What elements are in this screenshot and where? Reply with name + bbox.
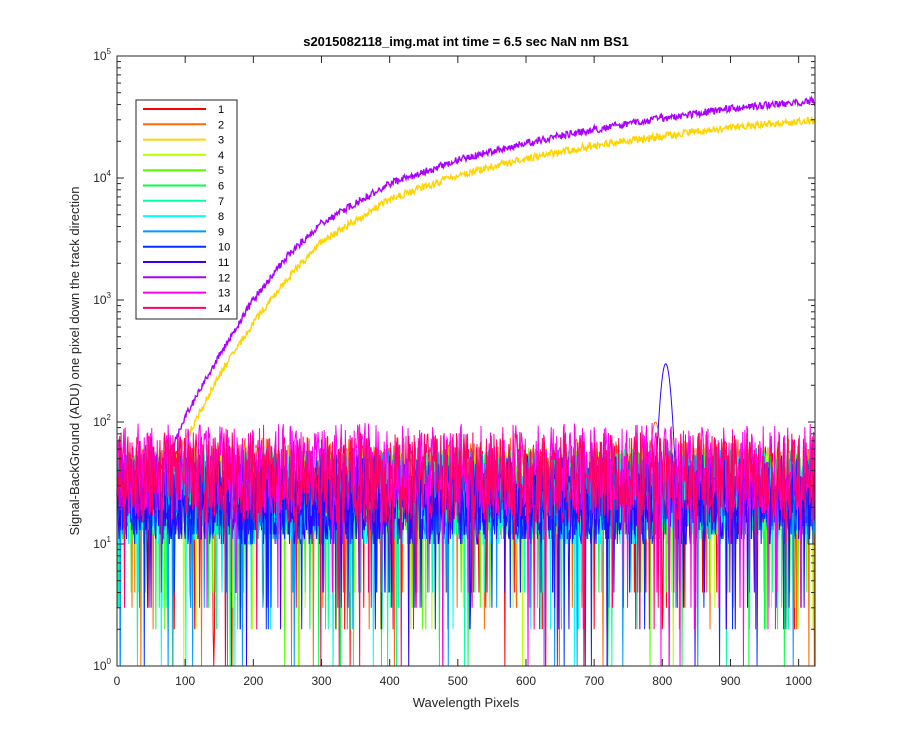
x-tick-label: 100	[175, 674, 195, 688]
x-tick-label: 700	[584, 674, 604, 688]
x-axis: 0 100 200 300 400 500 600 700 800 900 1000	[114, 56, 812, 688]
series-line-14	[116, 431, 816, 667]
legend-label-3: 3	[218, 135, 224, 147]
x-tick-label: 900	[720, 674, 740, 688]
legend-label-10: 10	[218, 242, 230, 254]
y-tick-label: 100	[93, 657, 111, 673]
series-line-12	[116, 95, 816, 516]
x-tick-label: 800	[652, 674, 672, 688]
legend-label-1: 1	[218, 104, 224, 116]
x-tick-label: 600	[516, 674, 536, 688]
legend-label-7: 7	[218, 196, 224, 208]
axes-box	[116, 55, 816, 667]
x-tick-label: 300	[311, 674, 331, 688]
legend-label-5: 5	[218, 165, 224, 177]
legend-label-14: 14	[218, 303, 230, 315]
x-axis-label: Wavelength Pixels	[413, 695, 520, 710]
series-line-3	[116, 116, 816, 517]
y-tick-label: 102	[93, 413, 111, 429]
legend-label-13: 13	[218, 288, 230, 300]
x-tick-label: 200	[243, 674, 263, 688]
x-tick-label: 0	[114, 674, 121, 688]
legend-box	[135, 99, 238, 320]
legend-label-8: 8	[218, 211, 224, 223]
legend-label-12: 12	[218, 272, 230, 284]
y-axis-label: Signal-BackGround (ADU) one pixel down t…	[67, 186, 82, 535]
y-tick-label: 103	[93, 291, 111, 307]
series-layer	[116, 95, 816, 667]
y-tick-label: 105	[93, 47, 111, 63]
legend-label-6: 6	[218, 181, 224, 193]
y-tick-label: 101	[93, 535, 111, 551]
x-tick-label: 1000	[785, 674, 812, 688]
legend-label-11: 11	[218, 257, 229, 269]
legend-label-9: 9	[218, 226, 224, 238]
x-tick-label: 400	[380, 674, 400, 688]
chart-title: s2015082118_img.mat int time = 6.5 sec N…	[303, 34, 629, 49]
legend-label-4: 4	[218, 150, 224, 162]
legend-label-2: 2	[218, 119, 224, 131]
y-tick-label: 104	[93, 169, 111, 185]
x-tick-label: 500	[448, 674, 468, 688]
